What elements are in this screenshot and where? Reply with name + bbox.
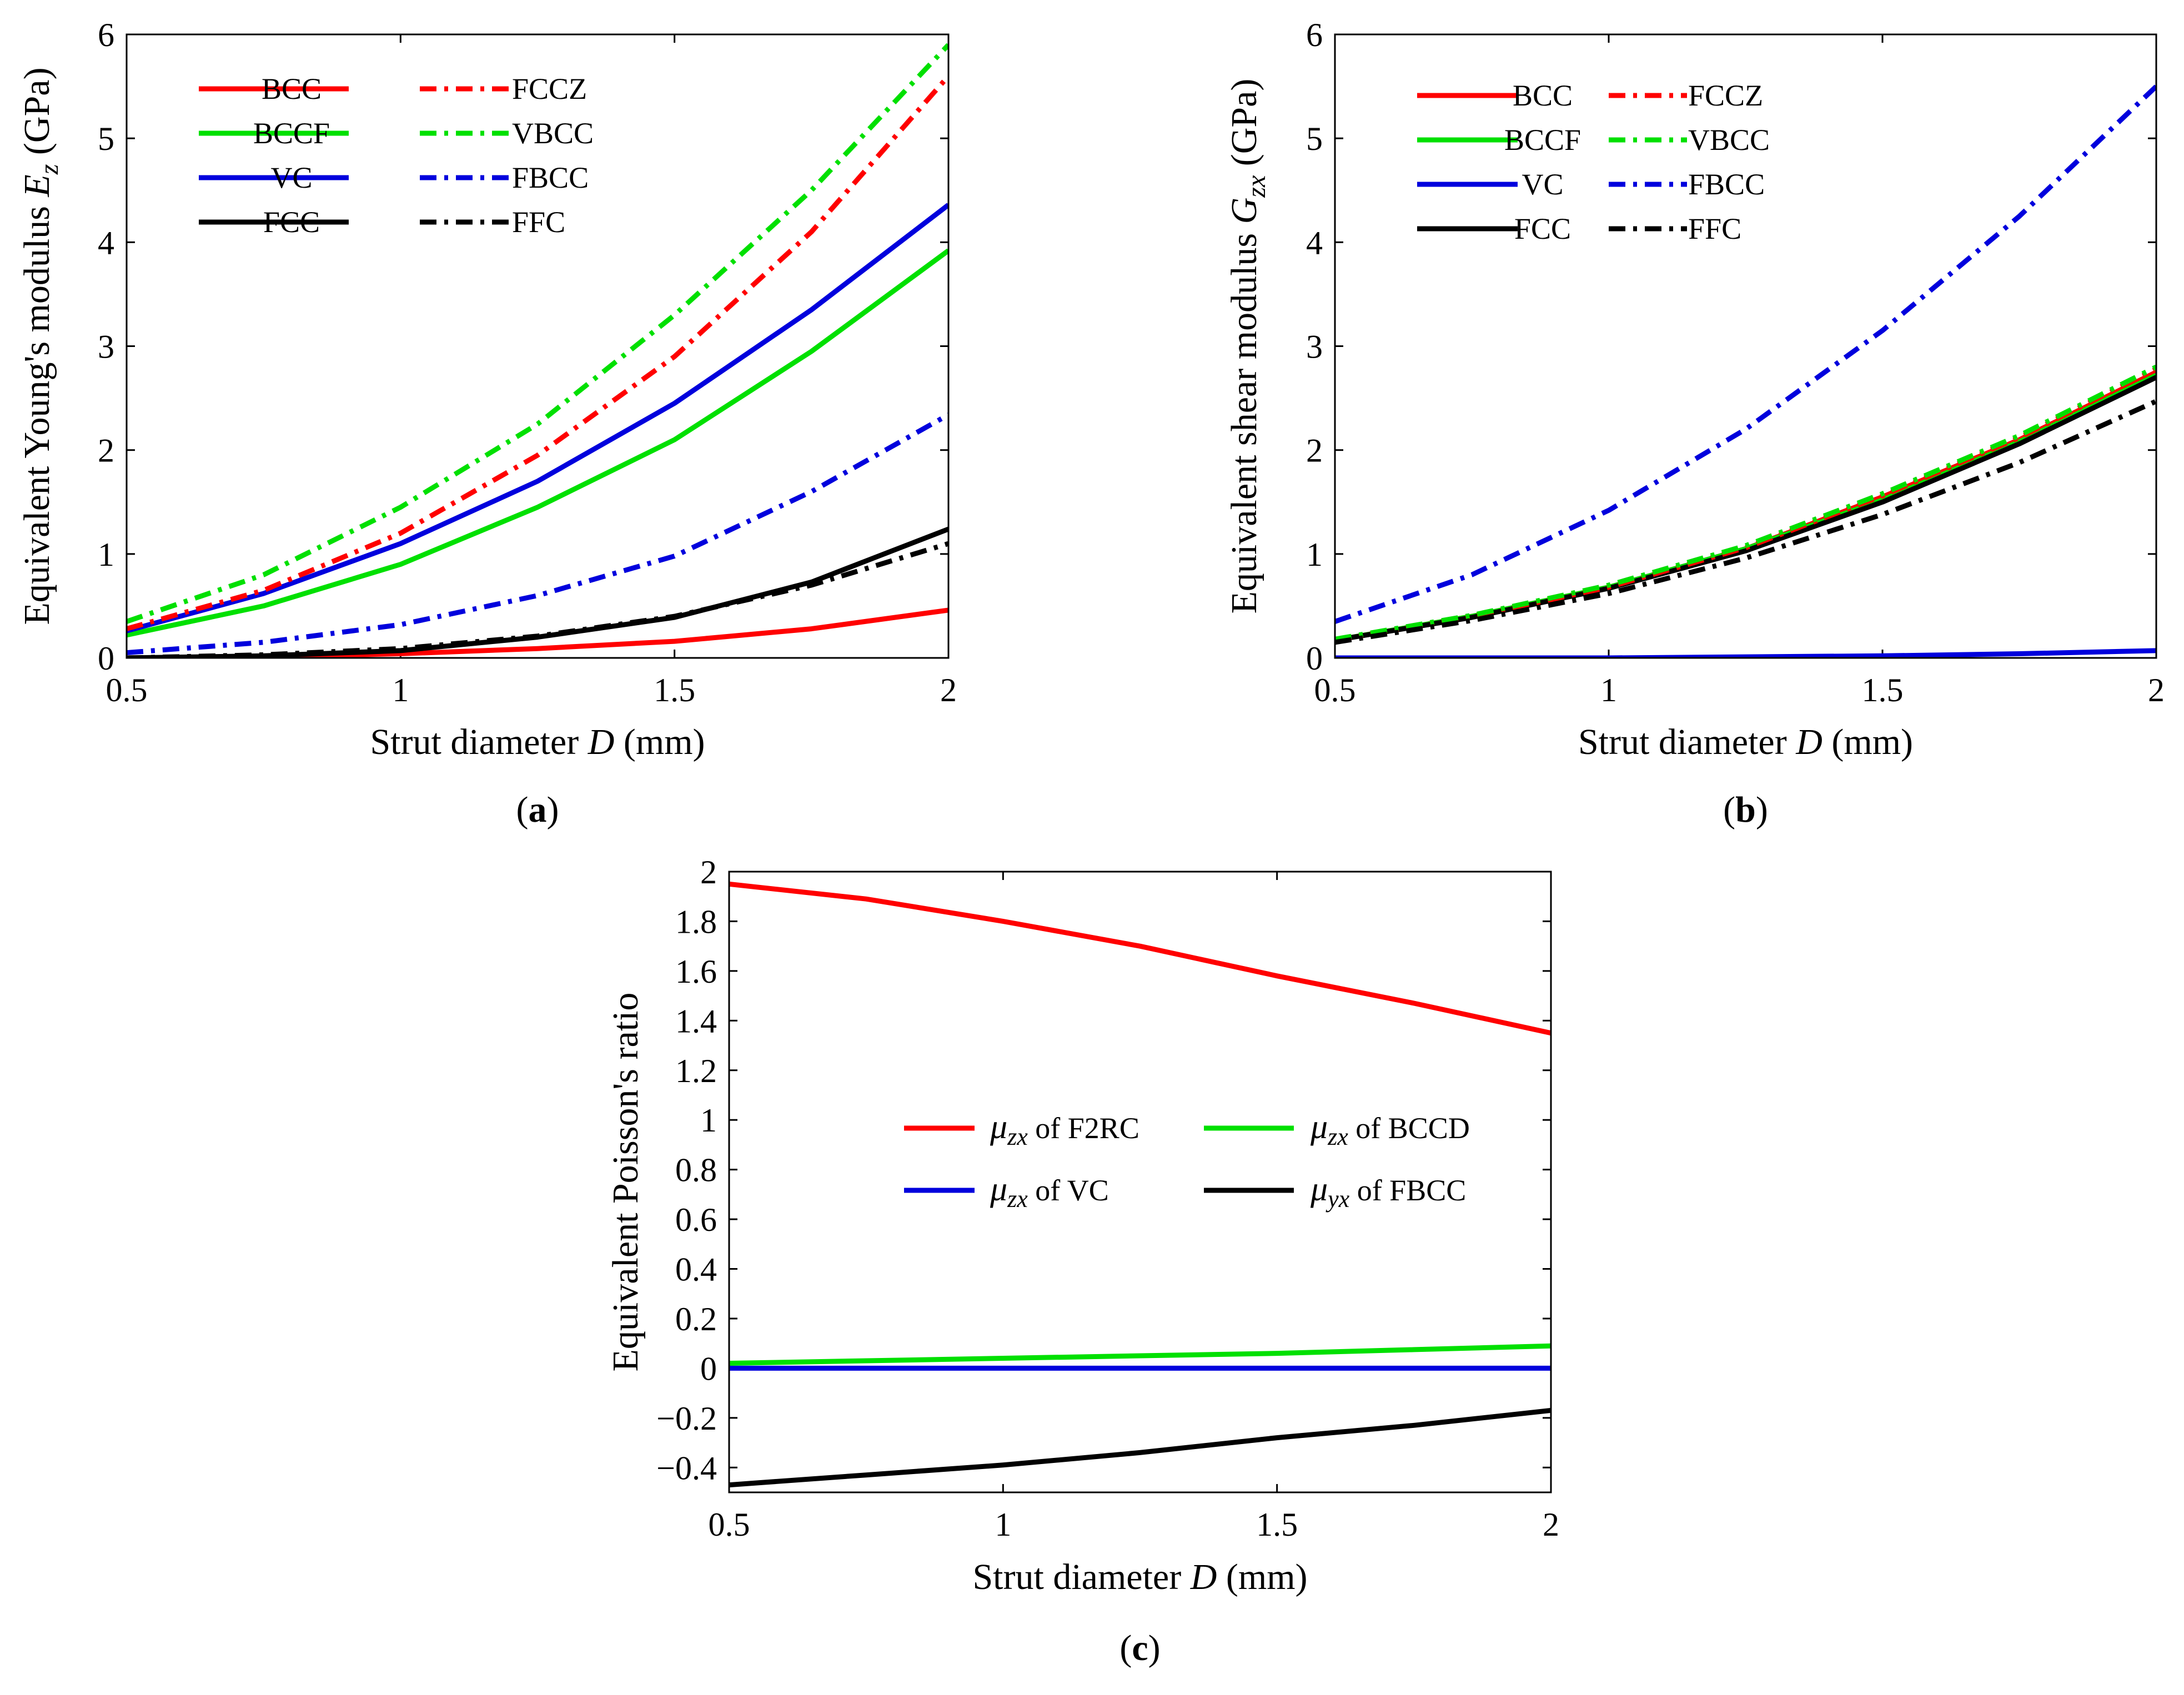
y-tick-label: 0.8 <box>675 1152 717 1189</box>
x-axis-label: Strut diameter D (mm) <box>370 722 705 762</box>
legend-label: μyx of FBCC <box>1310 1170 1466 1213</box>
legend-label: FCCZ <box>1688 79 1763 112</box>
series-line-vc <box>1335 648 2156 658</box>
y-tick-label: 6 <box>98 17 114 53</box>
y-tick-label: 0 <box>1306 640 1323 677</box>
y-tick-label: 1.6 <box>675 953 717 990</box>
series-line--zx-of-f2rc <box>729 881 1551 1036</box>
x-tick-label: 0.5 <box>1314 672 1356 708</box>
y-tick-label: 2 <box>98 432 114 469</box>
series-line-vbcc <box>1335 364 2156 642</box>
legend-label: FFC <box>512 205 565 239</box>
panel-a-youngs-modulus-chart: 0.5 1 1.5 2 0 1 2 3 4 5 6 Strut diameter D (mm) Equi… <box>17 17 957 830</box>
legend-label: BCCF <box>253 117 330 150</box>
x-tick-label: 2 <box>2148 672 2165 708</box>
legend-label: FFC <box>1688 212 1741 245</box>
panel-label: (b) <box>1723 789 1768 830</box>
y-tick-label: 5 <box>98 120 114 157</box>
y-tick-label: 1.8 <box>675 903 717 940</box>
legend-label: FCC <box>1514 212 1571 245</box>
x-tick-label: 0.5 <box>106 672 148 708</box>
legend-label: VC <box>270 161 312 194</box>
x-tick-label: 1.5 <box>654 672 695 708</box>
series-line-fccz <box>127 74 948 631</box>
x-tick-label: 2 <box>1543 1506 1559 1543</box>
series-line--yx-of-fbcc <box>729 1407 1551 1488</box>
x-axis-label: Strut diameter D (mm) <box>972 1557 1307 1597</box>
legend: BCC BCCF VC FCC FCCZ VBCC FBCC FFC <box>199 72 594 239</box>
y-tick-label: −0.2 <box>656 1400 717 1437</box>
y-tick-label: 6 <box>1306 17 1323 53</box>
series-line-fbcc <box>1335 84 2156 624</box>
legend-label: BCC <box>1513 79 1573 112</box>
x-tick-label: 1 <box>995 1506 1011 1543</box>
x-tick-label: 1 <box>392 672 409 708</box>
x-tick-label: 2 <box>940 672 957 708</box>
legend-label: VC <box>1522 168 1563 201</box>
x-axis-label: Strut diameter D (mm) <box>1578 722 1913 762</box>
x-tick-label: 1 <box>1600 672 1617 708</box>
x-tick-label: 1.5 <box>1256 1506 1298 1543</box>
panel-c-poissons-ratio-chart: 0.5 1 1.5 2 −0.4 −0.2 0 0.2 0.4 0.6 0.8 1 1.2 1.4 1.6 1… <box>605 854 1559 1668</box>
y-axis-label: Equivalent Young's modulus Ez (GPa) <box>17 67 64 625</box>
y-tick-label: 0.2 <box>675 1301 717 1337</box>
y-tick-label: 0 <box>700 1350 717 1387</box>
legend-label: FBCC <box>512 161 589 194</box>
y-axis-label: Equivalent Poisson's ratio <box>605 993 646 1372</box>
legend-label: μzx of F2RC <box>990 1108 1139 1150</box>
legend-label: FCC <box>263 205 320 239</box>
y-tick-label: 2 <box>700 854 717 891</box>
plot-frame <box>125 33 950 659</box>
plot-frame <box>1334 33 2157 659</box>
y-tick-label: 5 <box>1306 120 1323 157</box>
y-tick-label: 0.4 <box>675 1251 717 1288</box>
y-tick-label: 4 <box>98 224 114 261</box>
panel-label: (a) <box>516 789 559 830</box>
panel-b-shear-modulus-chart: 0.5 1 1.5 2 0 1 2 3 4 5 6 Strut diameter D (mm) Equi… <box>1224 17 2165 830</box>
legend-label: BCCF <box>1504 123 1581 157</box>
legend-label: VBCC <box>512 117 594 150</box>
y-tick-label: 1.4 <box>675 1003 717 1039</box>
series-line-vbcc <box>127 43 948 624</box>
legend: BCC BCCF VC FCC FCCZ VBCC FBCC FFC <box>1417 79 1770 245</box>
x-tick-label: 0.5 <box>709 1506 750 1543</box>
legend-label: VBCC <box>1688 123 1770 157</box>
legend-label: FCCZ <box>512 72 587 105</box>
y-tick-label: 4 <box>1306 224 1323 261</box>
panel-label: (c) <box>1119 1628 1160 1668</box>
y-tick-label: 3 <box>1306 329 1323 365</box>
series-line-fcc <box>1335 375 2156 643</box>
y-tick-label: 1 <box>1306 536 1323 573</box>
legend-label: μzx of VC <box>990 1170 1109 1213</box>
y-tick-label: 3 <box>98 329 114 365</box>
plot-frame <box>728 871 1552 1493</box>
y-tick-label: 1.2 <box>675 1053 717 1089</box>
y-tick-label: 1 <box>700 1102 717 1139</box>
y-tick-label: 1 <box>98 536 114 573</box>
series-line--zx-of-bccd <box>729 1343 1551 1366</box>
legend-label: μzx of BCCD <box>1310 1108 1470 1150</box>
x-tick-label: 1.5 <box>1862 672 1904 708</box>
series-line-vc <box>127 203 948 633</box>
series-line-bccf <box>127 248 948 638</box>
y-tick-label: −0.4 <box>656 1450 717 1486</box>
y-tick-label: 0 <box>98 640 114 677</box>
y-axis-label: Equivalent shear modulus Gzx (GPa) <box>1224 79 1271 614</box>
series-line-ffc <box>127 541 948 658</box>
legend-label: BCC <box>262 72 322 105</box>
y-tick-label: 2 <box>1306 432 1323 469</box>
legend-label: FBCC <box>1688 168 1765 201</box>
legend: μzx of F2RC μzx of VC μzx of BCCD μyx of FB… <box>904 1108 1470 1213</box>
y-tick-label: 0.6 <box>675 1201 717 1238</box>
